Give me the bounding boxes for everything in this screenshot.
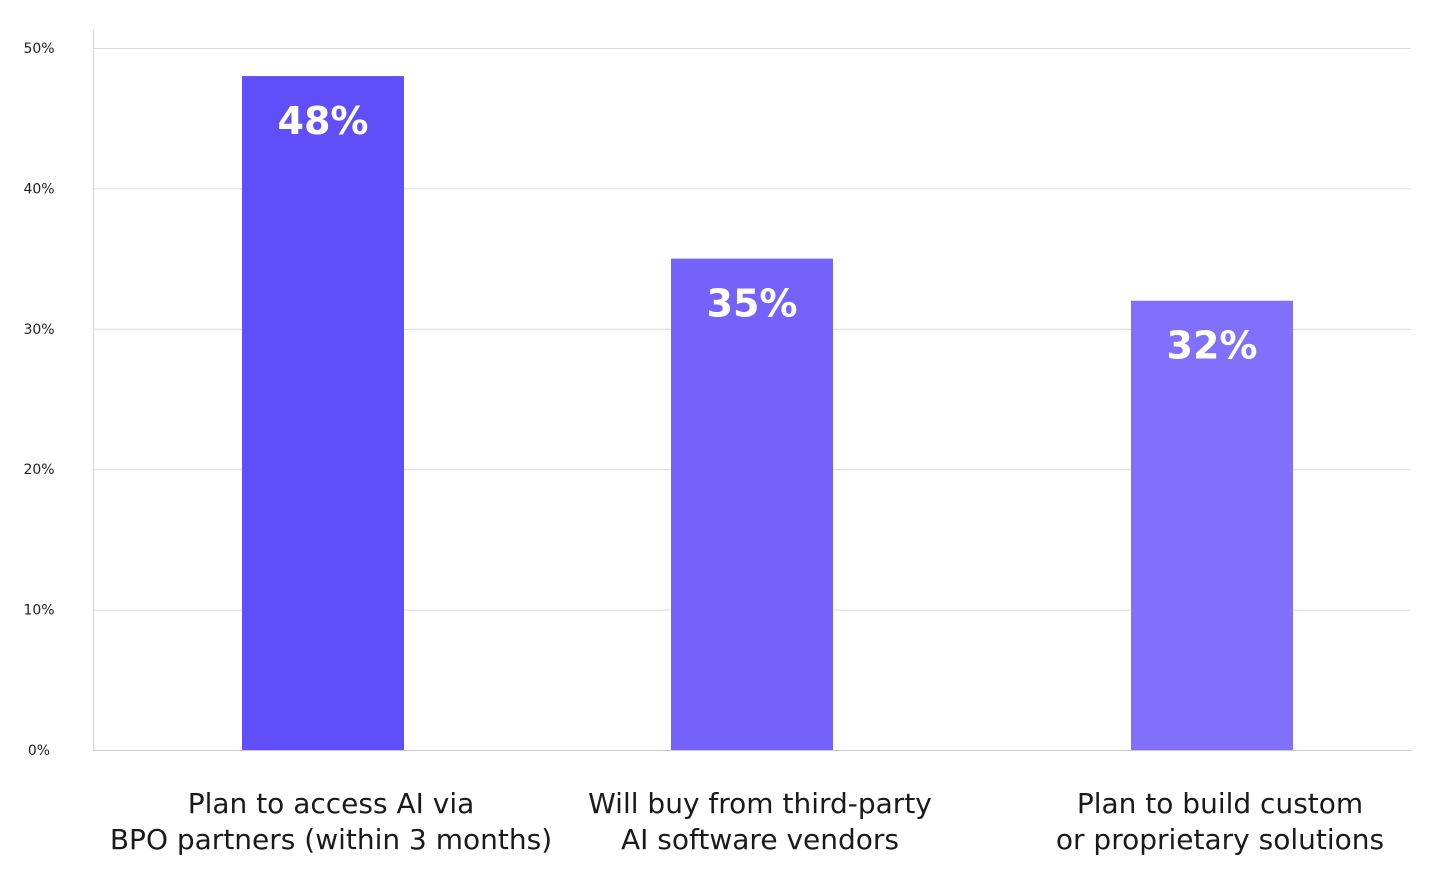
y-tick-label: 50%: [23, 41, 54, 57]
category-label: Plan to build custom: [1077, 787, 1363, 820]
data-label: 35%: [707, 282, 798, 326]
y-tick-label: 40%: [23, 181, 54, 197]
bar: [1131, 300, 1293, 750]
data-labels: 48% 35% 32%: [278, 99, 1258, 368]
y-tick-label: 10%: [23, 603, 54, 619]
bar: [242, 76, 404, 750]
data-label: 48%: [278, 99, 369, 143]
category-label: BPO partners (within 3 months): [110, 823, 552, 856]
bar: [671, 258, 833, 750]
category-label: or proprietary solutions: [1056, 823, 1384, 856]
y-axis-tick-labels: 0% 10% 20% 30% 40% 50%: [23, 41, 54, 759]
y-tick-label: 30%: [23, 322, 54, 338]
category-label: Plan to access AI via: [188, 787, 475, 820]
y-tick-label: 20%: [23, 462, 54, 478]
data-label: 32%: [1167, 324, 1258, 368]
axes: [93, 30, 1411, 751]
category-label: AI software vendors: [621, 823, 899, 856]
bars: [242, 76, 1293, 750]
category-label: Will buy from third-party: [588, 787, 932, 820]
y-tick-label: 0%: [28, 743, 50, 759]
